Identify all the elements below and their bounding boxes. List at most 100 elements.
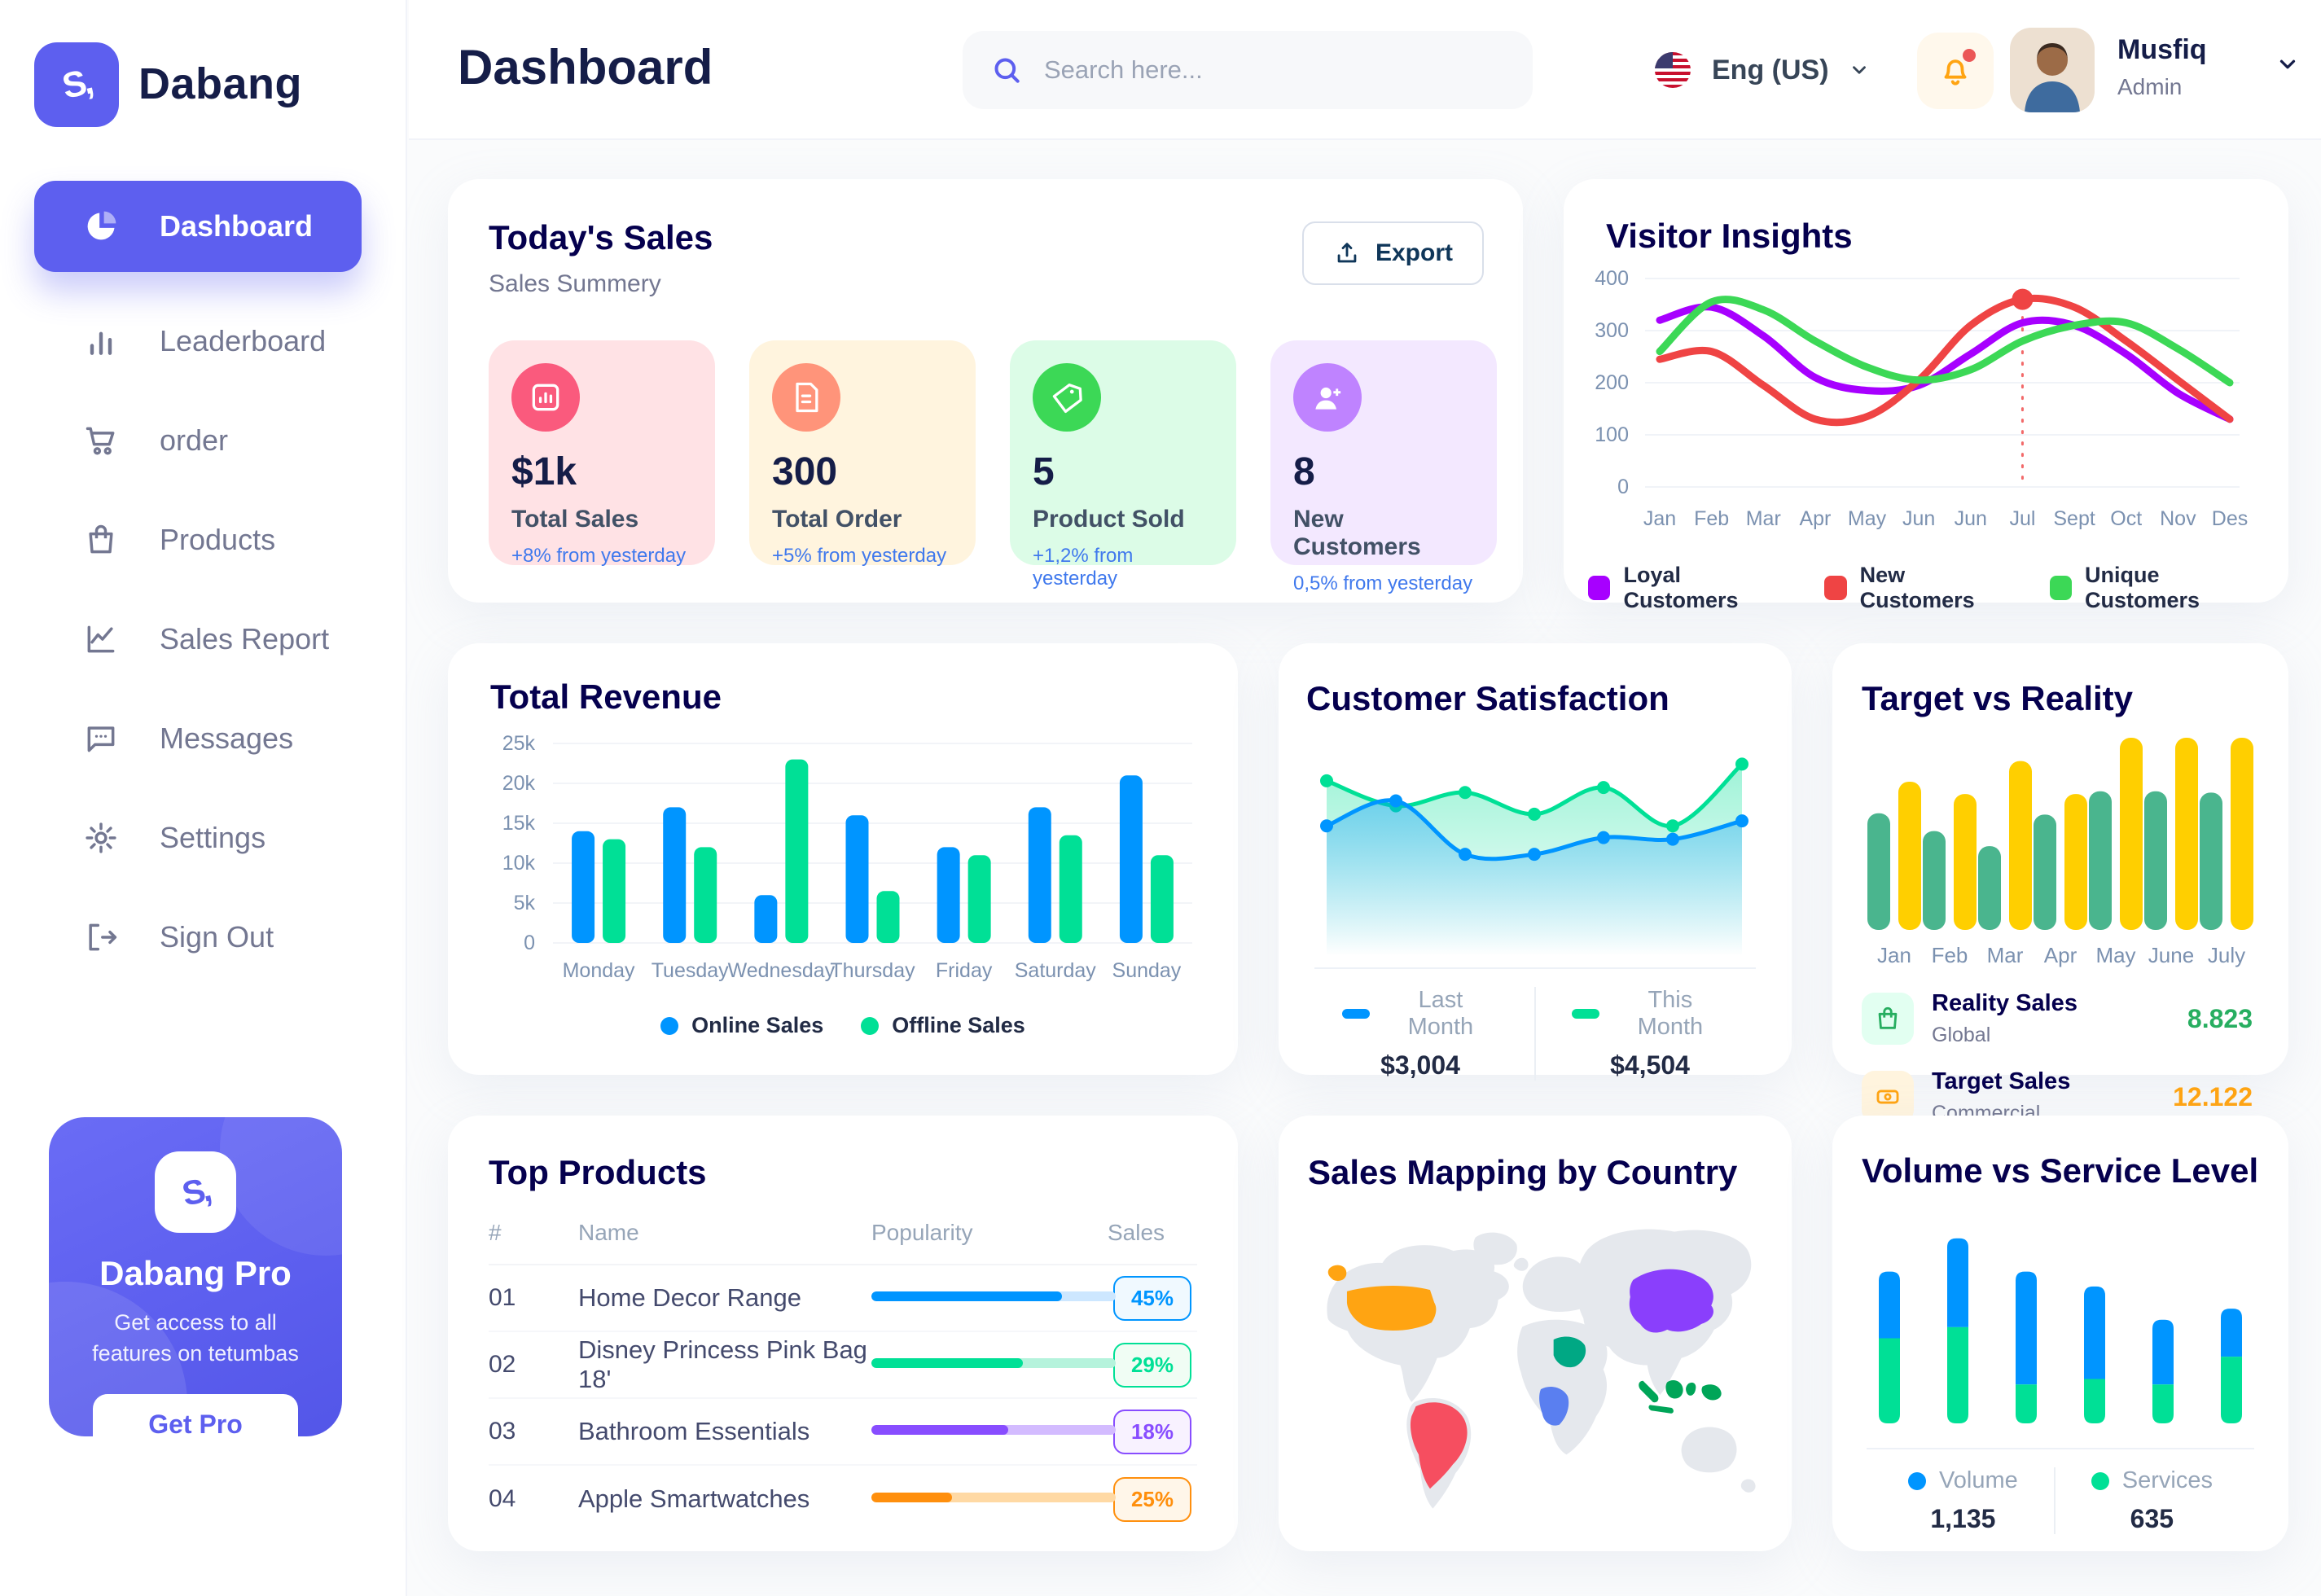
svg-text:Nov: Nov bbox=[2160, 507, 2196, 530]
volume-vs-service-card: Volume vs Service Level Volume 1,135 Ser… bbox=[1832, 1116, 2288, 1551]
country-china[interactable] bbox=[1629, 1269, 1713, 1333]
divider bbox=[1314, 967, 1756, 969]
search-input[interactable] bbox=[1044, 55, 1500, 85]
table-row[interactable]: 04 Apple Smartwatches 25% bbox=[489, 1466, 1197, 1532]
country-usa[interactable] bbox=[1346, 1286, 1437, 1331]
sidebar-item-messages[interactable]: Messages bbox=[0, 689, 407, 788]
stat-cards-row: $1k Total Sales +8% from yesterday 300 T… bbox=[489, 340, 1497, 594]
sidebar-item-dashboard[interactable]: Dashboard bbox=[34, 181, 362, 272]
today-sales-title: Today's Sales bbox=[489, 218, 713, 256]
notifications-button[interactable] bbox=[1917, 33, 1994, 109]
sidebar-item-order[interactable]: order bbox=[0, 391, 407, 490]
popularity-bar bbox=[871, 1358, 1116, 1368]
new-customers-swatch bbox=[1824, 576, 1847, 600]
svg-text:Jan: Jan bbox=[1877, 943, 1911, 967]
brand-logo-icon: S, bbox=[34, 42, 119, 127]
export-icon bbox=[1337, 243, 1357, 263]
language-selector[interactable]: Eng (US) bbox=[1653, 33, 1870, 107]
world-map bbox=[1327, 1229, 1756, 1509]
svg-text:Apr: Apr bbox=[1799, 507, 1831, 530]
cart-icon bbox=[81, 421, 121, 460]
svg-text:15k: 15k bbox=[502, 812, 536, 835]
svg-text:Jan: Jan bbox=[1643, 507, 1676, 530]
sidebar-item-leaderboard[interactable]: Leaderboard bbox=[0, 292, 407, 391]
divider bbox=[1867, 1448, 2254, 1449]
stat-card: $1k Total Sales +8% from yesterday bbox=[489, 340, 715, 567]
user-name: Musfiq bbox=[2117, 34, 2207, 65]
table-header: # Name Popularity Sales bbox=[489, 1220, 1197, 1265]
country-brazil[interactable] bbox=[1410, 1402, 1468, 1489]
user-role: Admin bbox=[2117, 74, 2183, 99]
us-flag-icon bbox=[1655, 52, 1691, 88]
svg-text:100: 100 bbox=[1595, 423, 1629, 446]
volume-swatch bbox=[1908, 1471, 1927, 1490]
sidebar-item-label: Sign Out bbox=[160, 920, 274, 954]
product-sold-icon bbox=[1033, 363, 1101, 432]
svg-text:5k: 5k bbox=[514, 892, 536, 914]
pro-text: Get access to all features on tetumbas bbox=[92, 1310, 299, 1366]
sidebar-item-settings[interactable]: Settings bbox=[0, 788, 407, 888]
sidebar-item-sales-report[interactable]: Sales Report bbox=[0, 590, 407, 689]
last-month-total: $3,004 bbox=[1380, 1050, 1460, 1080]
target-sales-legend-row: Target Sales Commercial 12.122 bbox=[1862, 1068, 2259, 1125]
user-menu-chevron-icon[interactable] bbox=[2275, 52, 2300, 77]
svg-text:20k: 20k bbox=[502, 772, 536, 795]
sign-out-icon bbox=[81, 918, 121, 957]
revenue-legend: Online Sales Offline Sales bbox=[476, 1013, 1210, 1038]
sidebar-item-label: Leaderboard bbox=[160, 324, 327, 357]
svg-text:Monday: Monday bbox=[563, 959, 635, 982]
table-row[interactable]: 02 Disney Princess Pink Bag 18' 29% bbox=[489, 1332, 1197, 1399]
leaderboard-icon bbox=[81, 322, 121, 361]
svg-text:Feb: Feb bbox=[1694, 507, 1729, 530]
top-products-title: Top Products bbox=[489, 1153, 707, 1191]
stat-card: 5 Product Sold +1,2% from yesterday bbox=[1010, 340, 1236, 590]
target-vs-reality-title: Target vs Reality bbox=[1862, 679, 2134, 717]
pro-title: Dabang Pro bbox=[99, 1254, 292, 1292]
total-sales-icon bbox=[511, 363, 580, 432]
pro-upgrade-card: S, Dabang Pro Get access to all features… bbox=[49, 1117, 342, 1436]
sales-mapping-card: Sales Mapping by Country bbox=[1279, 1116, 1792, 1551]
offline-sales-swatch bbox=[861, 1016, 880, 1035]
sidebar-item-sign-out[interactable]: Sign Out bbox=[0, 888, 407, 987]
svg-text:10k: 10k bbox=[502, 852, 536, 875]
stat-card: 8 New Customers 0,5% from yesterday bbox=[1270, 340, 1497, 594]
total-revenue-title: Total Revenue bbox=[490, 677, 722, 716]
today-sales-card: Today's Sales Sales Summery Export $1k T… bbox=[448, 179, 1523, 603]
line-chart-icon bbox=[81, 620, 121, 659]
page-title: Dashboard bbox=[458, 40, 713, 94]
table-row[interactable]: 03 Bathroom Essentials 18% bbox=[489, 1399, 1197, 1466]
svg-text:200: 200 bbox=[1595, 371, 1629, 394]
svg-text:300: 300 bbox=[1595, 319, 1629, 342]
svg-text:Oct: Oct bbox=[2110, 507, 2142, 530]
export-button[interactable]: Export bbox=[1301, 221, 1484, 285]
table-row[interactable]: 01 Home Decor Range 45% bbox=[489, 1265, 1197, 1332]
svg-text:400: 400 bbox=[1595, 267, 1629, 290]
sidebar-item-products[interactable]: Products bbox=[0, 490, 407, 590]
country-indonesia[interactable] bbox=[1639, 1379, 1722, 1414]
last-month-marker bbox=[1342, 1009, 1370, 1019]
language-label: Eng (US) bbox=[1712, 54, 1829, 86]
top-header: Dashboard Eng (US) Musfiq Admin bbox=[409, 0, 2321, 140]
country-usa-alaska[interactable] bbox=[1327, 1265, 1347, 1281]
sidebar-item-label: order bbox=[160, 423, 229, 457]
search-bar[interactable] bbox=[963, 31, 1533, 109]
country-dr-congo[interactable] bbox=[1539, 1386, 1569, 1426]
brand-name: Dabang bbox=[138, 59, 303, 108]
chevron-down-icon bbox=[1852, 66, 1866, 74]
bell-icon bbox=[1944, 59, 1967, 86]
target-sales-value: 12.122 bbox=[2173, 1081, 2253, 1112]
top-products-card: Top Products # Name Popularity Sales 01 … bbox=[448, 1116, 1238, 1551]
search-icon bbox=[994, 58, 1020, 83]
country-saudi-arabia[interactable] bbox=[1553, 1336, 1586, 1368]
total-revenue-card: Total Revenue 0 5k 10k 15k 20k 25k Monday Tuesd… bbox=[448, 643, 1238, 1075]
avatar[interactable] bbox=[2010, 28, 2095, 112]
svg-text:Friday: Friday bbox=[936, 959, 993, 982]
chat-icon bbox=[81, 719, 121, 758]
svg-text:June: June bbox=[2148, 943, 2194, 967]
get-pro-button[interactable]: Get Pro bbox=[93, 1393, 298, 1436]
online-sales-swatch bbox=[660, 1016, 679, 1035]
pro-logo-icon: S, bbox=[155, 1151, 236, 1233]
svg-text:Jul: Jul bbox=[2009, 507, 2035, 530]
sidebar-item-label: Settings bbox=[160, 821, 266, 854]
